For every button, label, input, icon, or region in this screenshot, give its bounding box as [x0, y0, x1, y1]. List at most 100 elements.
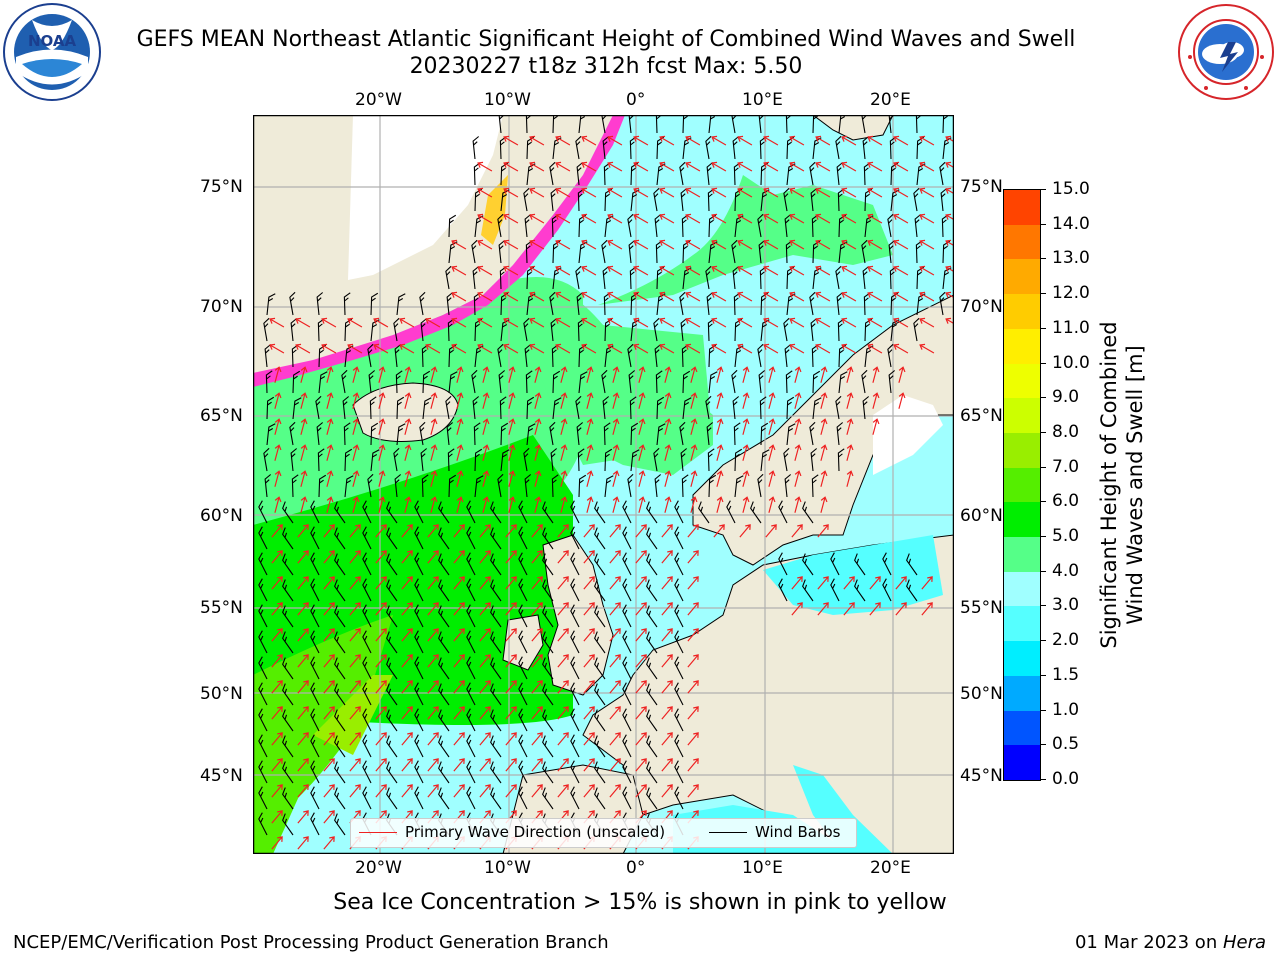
wave-direction-arrow: [661, 654, 673, 668]
wave-direction-arrow: [323, 550, 335, 564]
wave-direction-arrow: [401, 654, 413, 668]
wind-barb: [888, 240, 896, 264]
wave-direction-arrow: [659, 213, 675, 224]
wave-direction-arrow: [508, 366, 516, 383]
wave-direction-arrow: [326, 444, 334, 461]
wind-barb: [526, 396, 535, 420]
wave-direction-arrow: [430, 418, 438, 435]
wind-barb: [570, 760, 580, 784]
wind-barb: [603, 422, 611, 446]
wind-barb: [604, 475, 614, 498]
legend-wind-barbs-label: Wind Barbs: [755, 823, 841, 841]
colorbar-tick-mark: [1040, 744, 1046, 746]
wind-barb: [414, 682, 424, 706]
wind-barb: [499, 396, 507, 420]
wave-direction-arrow: [763, 135, 779, 146]
wind-barb: [419, 421, 426, 446]
wave-direction-arrow: [794, 366, 802, 383]
wind-barb: [732, 136, 740, 160]
wind-barb: [802, 501, 814, 524]
wind-barb: [732, 396, 740, 420]
wave-direction-arrow: [534, 392, 542, 409]
wave-direction-arrow: [609, 602, 621, 616]
wind-barb: [316, 422, 324, 446]
wind-barb: [334, 501, 346, 524]
wave-direction-arrow: [609, 654, 621, 668]
wave-direction-arrow: [869, 576, 881, 590]
lon-label-top-10e: 10°E: [742, 90, 783, 110]
wave-direction-arrow: [635, 706, 647, 720]
wind-barb: [490, 527, 502, 550]
wave-direction-arrow: [609, 758, 621, 772]
wind-barb: [334, 579, 346, 602]
wave-direction-arrow: [271, 732, 283, 746]
wave-direction-arrow: [477, 265, 493, 276]
wind-barb: [757, 343, 764, 368]
wave-direction-arrow: [555, 317, 571, 328]
wind-barb: [622, 708, 632, 732]
wave-direction-arrow: [794, 444, 802, 461]
lat-label-left-50n: 50°N: [200, 684, 243, 704]
wave-direction-arrow: [300, 418, 308, 435]
wave-direction-arrow: [271, 784, 283, 798]
wave-direction-arrow: [687, 576, 699, 590]
wave-direction-arrow: [586, 366, 594, 383]
wind-barb: [524, 214, 532, 238]
wind-barb: [310, 604, 320, 628]
wind-barb: [570, 526, 580, 550]
wave-direction-arrow: [503, 317, 519, 328]
wave-direction-arrow: [404, 366, 412, 383]
wave-direction-arrow: [711, 291, 727, 302]
wave-direction-arrow: [711, 161, 727, 172]
wind-barb: [289, 291, 296, 316]
wind-barb: [466, 760, 476, 784]
wave-direction-arrow: [555, 265, 571, 276]
wave-direction-arrow: [297, 758, 309, 772]
colorbar-tick-label: 9.0: [1052, 387, 1080, 408]
wave-direction-arrow: [274, 470, 282, 487]
wave-direction-arrow: [633, 265, 649, 276]
wave-direction-arrow: [609, 706, 621, 720]
wave-direction-arrow: [349, 706, 361, 720]
wave-direction-arrow: [685, 291, 701, 302]
wave-direction-arrow: [297, 550, 309, 564]
wind-barb: [466, 630, 476, 654]
colorbar-segment: [1004, 606, 1040, 642]
wave-direction-arrow: [664, 496, 672, 513]
wind-barb: [577, 448, 585, 472]
wind-barb: [490, 709, 502, 732]
wave-direction-arrow: [661, 680, 673, 694]
wave-direction-arrow: [737, 135, 753, 146]
wind-barb: [680, 448, 688, 472]
wind-barb: [318, 474, 327, 498]
wind-barb: [887, 343, 894, 368]
colorbar-tick-label: 2.0: [1052, 630, 1080, 651]
wave-direction-arrow: [919, 161, 935, 172]
colorbar-tick-mark: [1040, 501, 1046, 503]
lon-label-bottom-20w: 20°W: [355, 858, 402, 878]
wind-barb: [310, 682, 320, 706]
wind-barb: [282, 813, 294, 836]
wave-direction-arrow: [479, 576, 491, 590]
wave-direction-arrow: [477, 187, 493, 198]
wave-direction-arrow: [794, 392, 802, 409]
wind-barb: [490, 605, 502, 628]
wind-barb: [570, 552, 580, 576]
wind-barb: [282, 761, 294, 784]
wave-direction-arrow: [557, 602, 569, 616]
wind-barb: [654, 214, 662, 238]
wind-barb: [466, 708, 476, 732]
map-title: GEFS MEAN Northeast Atlantic Significant…: [136, 27, 1076, 52]
wave-direction-arrow: [711, 239, 727, 250]
wave-direction-arrow: [531, 784, 543, 798]
wave-direction-arrow: [531, 550, 543, 564]
wave-direction-arrow: [404, 392, 412, 409]
colorbar-tick-mark: [1040, 431, 1046, 433]
wave-direction-arrow: [378, 418, 386, 435]
wind-barb: [570, 708, 580, 732]
wave-direction-arrow: [661, 524, 673, 538]
wave-direction-arrow: [690, 444, 698, 461]
wave-direction-arrow: [271, 758, 283, 772]
wave-direction-arrow: [505, 654, 517, 668]
wind-barb: [490, 787, 502, 810]
